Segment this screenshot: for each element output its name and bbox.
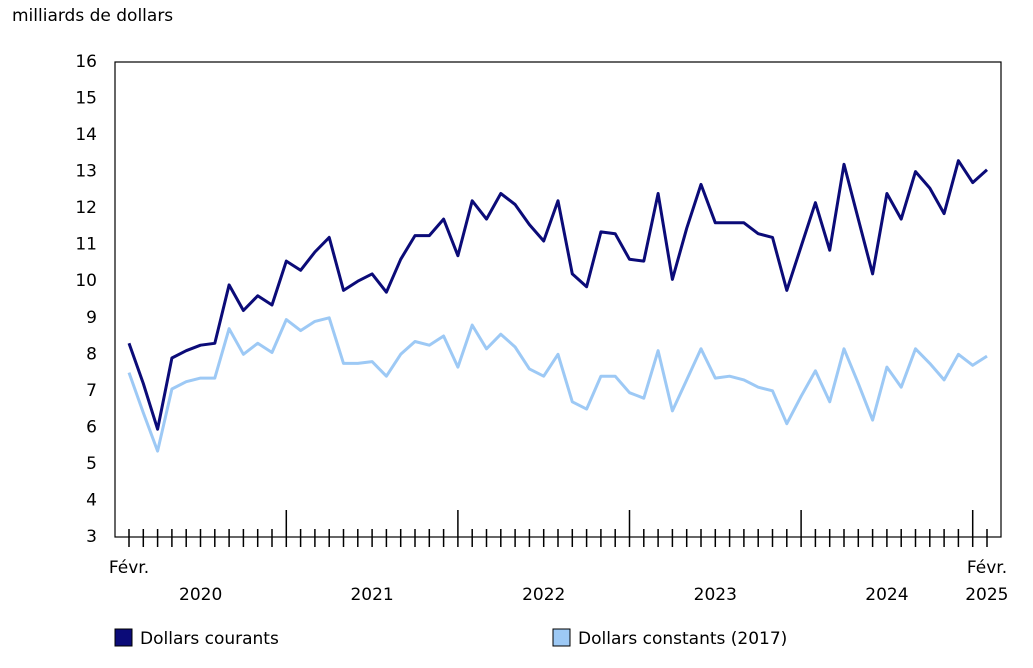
year-label: 2025 (965, 585, 1008, 605)
y-tick-label: 15 (75, 89, 97, 109)
year-label: 2023 (694, 585, 737, 605)
x-tick-label: Févr. (967, 558, 1007, 578)
plot-frame (114, 61, 1002, 538)
y-tick-label: 11 (75, 235, 97, 255)
y-tick-label: 4 (86, 490, 97, 510)
legend-swatch (114, 628, 133, 647)
line-series (127, 316, 988, 453)
x-tick-label: Févr. (109, 558, 149, 578)
y-axis-label: milliards de dollars (12, 6, 173, 26)
legend-label: Dollars constants (2017) (578, 629, 787, 649)
legend-label: Dollars courants (140, 629, 279, 649)
y-tick-label: 13 (75, 162, 97, 182)
legend-swatch (552, 628, 571, 647)
y-tick-label: 5 (86, 454, 97, 474)
year-label: 2022 (522, 585, 565, 605)
y-tick-label: 7 (86, 381, 97, 401)
y-tick-label: 3 (86, 527, 97, 547)
year-label: 2024 (865, 585, 908, 605)
y-tick-label: 16 (75, 52, 97, 72)
y-tick-label: 9 (86, 308, 97, 328)
year-label: 2020 (179, 585, 222, 605)
y-tick-label: 6 (86, 417, 97, 437)
year-label: 2021 (350, 585, 393, 605)
y-tick-label: 10 (75, 271, 97, 291)
y-tick-label: 8 (86, 344, 97, 364)
line-series (127, 159, 989, 431)
y-tick-label: 14 (75, 125, 97, 145)
y-tick-label: 12 (75, 198, 97, 218)
